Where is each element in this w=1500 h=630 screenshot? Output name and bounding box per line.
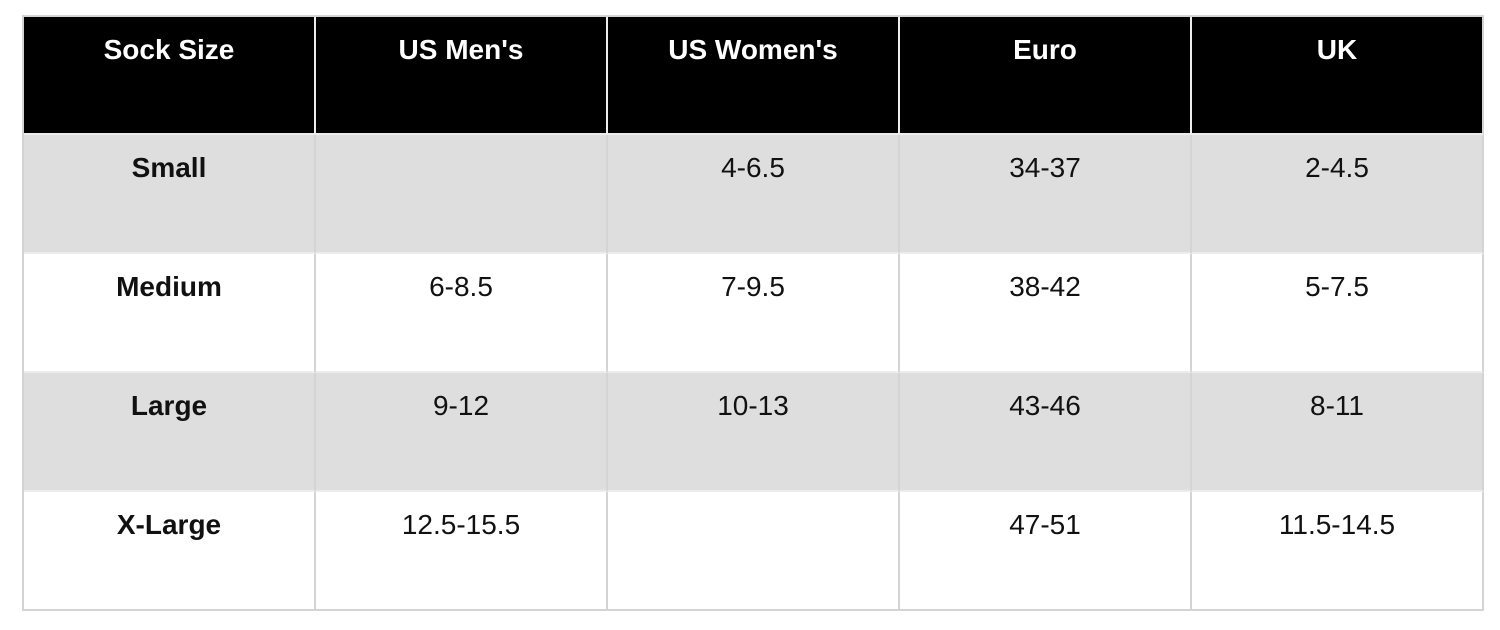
table-cell-us-womens: 10-13	[608, 373, 900, 492]
table-cell-euro: 43-46	[900, 373, 1192, 492]
table-cell-us-mens: 6-8.5	[316, 254, 608, 373]
table-cell-us-womens: 7-9.5	[608, 254, 900, 373]
table-cell-euro: 34-37	[900, 135, 1192, 254]
column-header-euro: Euro	[900, 17, 1192, 135]
row-label-size: Small	[24, 135, 316, 254]
row-label-size: X-Large	[24, 492, 316, 611]
table-cell-euro: 38-42	[900, 254, 1192, 373]
sock-size-conversion-table: Sock Size US Men's US Women's Euro UK Sm…	[22, 15, 1484, 611]
table-cell-uk: 2-4.5	[1192, 135, 1484, 254]
header-row: Sock Size US Men's US Women's Euro UK	[24, 17, 1484, 135]
table-cell-us-mens: 9-12	[316, 373, 608, 492]
table-cell-us-womens	[608, 492, 900, 611]
column-header-sock-size: Sock Size	[24, 17, 316, 135]
column-header-us-womens: US Women's	[608, 17, 900, 135]
row-label-size: Medium	[24, 254, 316, 373]
table-row-large: Large 9-12 10-13 43-46 8-11	[24, 373, 1484, 492]
table-cell-us-womens: 4-6.5	[608, 135, 900, 254]
column-header-us-mens: US Men's	[316, 17, 608, 135]
row-label-size: Large	[24, 373, 316, 492]
table-cell-euro: 47-51	[900, 492, 1192, 611]
table-row-x-large: X-Large 12.5-15.5 47-51 11.5-14.5	[24, 492, 1484, 611]
table-cell-us-mens: 12.5-15.5	[316, 492, 608, 611]
table-cell-uk: 8-11	[1192, 373, 1484, 492]
table-row-medium: Medium 6-8.5 7-9.5 38-42 5-7.5	[24, 254, 1484, 373]
table-row-small: Small 4-6.5 34-37 2-4.5	[24, 135, 1484, 254]
table-cell-us-mens	[316, 135, 608, 254]
table-cell-uk: 11.5-14.5	[1192, 492, 1484, 611]
column-header-uk: UK	[1192, 17, 1484, 135]
table-cell-uk: 5-7.5	[1192, 254, 1484, 373]
